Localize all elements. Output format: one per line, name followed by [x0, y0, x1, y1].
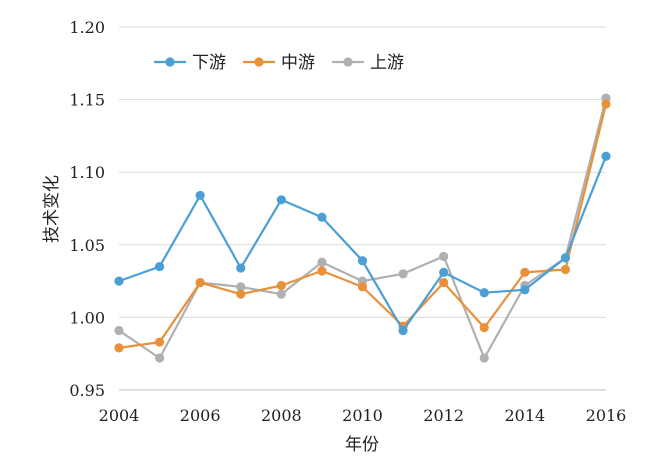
- y-tick-label: 1.15: [69, 91, 105, 110]
- data-point: [154, 353, 165, 363]
- x-tick-label: 2010: [342, 406, 383, 425]
- y-tick-label: 1.05: [69, 236, 105, 255]
- data-point: [439, 267, 449, 277]
- y-tick-label: 1.00: [69, 308, 105, 327]
- gridlines: [119, 26, 606, 318]
- data-point: [560, 264, 571, 275]
- x-axis-label: 年份: [345, 435, 379, 455]
- data-point: [357, 256, 368, 266]
- legend-label: 下游: [192, 53, 226, 73]
- y-tick-label: 0.95: [69, 381, 105, 400]
- legend-swatch-marker: [254, 57, 264, 67]
- legend: 下游 中游 上游: [154, 53, 404, 73]
- data-point: [317, 257, 327, 267]
- y-tick-label: 1.20: [69, 18, 105, 37]
- data-point: [276, 280, 286, 291]
- data-point: [317, 212, 327, 222]
- data-point: [357, 282, 368, 292]
- x-tick-label: 2006: [180, 406, 221, 425]
- series-1: [114, 151, 611, 336]
- data-point: [479, 353, 489, 363]
- data-point: [479, 322, 489, 333]
- legend-label: 上游: [370, 53, 404, 73]
- data-point: [601, 151, 611, 161]
- x-tick-label: 2008: [261, 406, 302, 425]
- series-line: [118, 97, 608, 360]
- data-point: [398, 325, 408, 336]
- data-point: [236, 263, 246, 273]
- data-point: [560, 253, 571, 263]
- axes: 0.95 1.00 1.05 1.10 1.15 1.20 2004 2006 2008 2010…: [69, 18, 626, 425]
- data-point: [520, 267, 530, 277]
- data-point: [114, 276, 124, 286]
- x-tick-label: 2016: [586, 406, 627, 425]
- data-point: [195, 277, 205, 288]
- data-point: [439, 251, 449, 262]
- series-2: [114, 99, 611, 353]
- y-tick-label: 1.10: [69, 163, 105, 182]
- data-point: [276, 195, 286, 205]
- data-point: [236, 282, 246, 292]
- legend-swatch-marker: [165, 57, 175, 67]
- legend-item-3: 上游: [332, 53, 404, 73]
- data-point: [601, 99, 611, 109]
- series-3: [114, 93, 611, 363]
- x-tick-label: 2004: [99, 406, 140, 425]
- data-point: [520, 285, 530, 295]
- x-tick-label: 2012: [423, 406, 464, 425]
- data-point: [479, 288, 489, 298]
- data-point: [317, 266, 327, 276]
- data-point: [114, 325, 124, 336]
- data-point: [154, 261, 165, 272]
- data-point: [398, 269, 408, 279]
- legend-item-1: 下游: [154, 53, 226, 73]
- legend-label: 中游: [281, 53, 315, 73]
- data-point: [439, 277, 449, 288]
- data-point: [236, 289, 246, 299]
- series-lines: [114, 93, 611, 363]
- y-axis-label: 技术变化: [42, 175, 62, 243]
- data-point: [195, 190, 205, 201]
- legend-item-2: 中游: [243, 53, 315, 73]
- data-point: [114, 343, 124, 353]
- series-line: [118, 103, 608, 349]
- x-tick-label: 2014: [504, 406, 545, 425]
- data-point: [154, 337, 165, 347]
- series-line: [118, 155, 608, 332]
- data-point: [276, 289, 286, 299]
- legend-swatch-marker: [343, 57, 353, 67]
